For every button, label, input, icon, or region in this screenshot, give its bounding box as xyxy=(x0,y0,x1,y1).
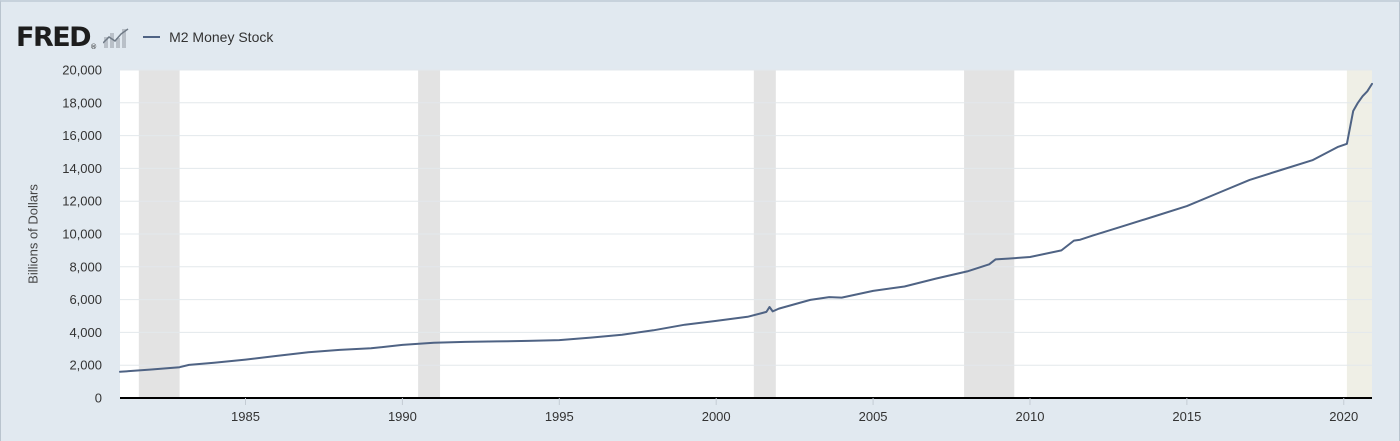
x-tick-label: 1995 xyxy=(545,409,574,424)
x-tick-label: 2015 xyxy=(1172,409,1201,424)
y-tick-label: 14,000 xyxy=(62,161,102,176)
x-tick-label: 1990 xyxy=(388,409,417,424)
y-tick-labels: 0 2,000 4,000 6,000 8,000 10,000 12,000 14,000 1… xyxy=(62,63,102,406)
axes xyxy=(120,397,1372,405)
x-tick-label: 2000 xyxy=(702,409,731,424)
y-tick-label: 8,000 xyxy=(69,259,102,274)
y-tick-label: 4,000 xyxy=(69,325,102,340)
x-tick-label: 2005 xyxy=(859,409,888,424)
y-tick-label: 20,000 xyxy=(62,63,102,78)
y-tick-label: 0 xyxy=(95,391,102,406)
y-tick-label: 12,000 xyxy=(62,194,102,209)
y-tick-label: 2,000 xyxy=(69,358,102,373)
chart-header: FRED® M2 Money Stock xyxy=(16,20,273,54)
fred-sparkline-icon xyxy=(103,28,129,48)
y-tick-label: 18,000 xyxy=(62,95,102,110)
legend-label: M2 Money Stock xyxy=(169,29,274,45)
legend-swatch xyxy=(143,36,161,38)
fred-logo[interactable]: FRED® xyxy=(16,21,98,53)
x-tick-labels: 1985 1990 1995 2000 2005 2010 2015 2020 xyxy=(231,409,1358,424)
gridlines xyxy=(120,69,1372,366)
chart-legend[interactable]: M2 Money Stock xyxy=(143,29,273,45)
series-layer xyxy=(119,82,1373,373)
x-tick-label: 2020 xyxy=(1329,409,1358,424)
y-axis-label: Billions of Dollars xyxy=(25,184,41,284)
y-tick-label: 10,000 xyxy=(62,227,102,242)
y-tick-label: 6,000 xyxy=(69,292,102,307)
series-line xyxy=(119,82,1373,373)
x-tick-label: 2010 xyxy=(1016,409,1045,424)
y-tick-label: 16,000 xyxy=(62,128,102,143)
x-tick-label: 1985 xyxy=(231,409,260,424)
